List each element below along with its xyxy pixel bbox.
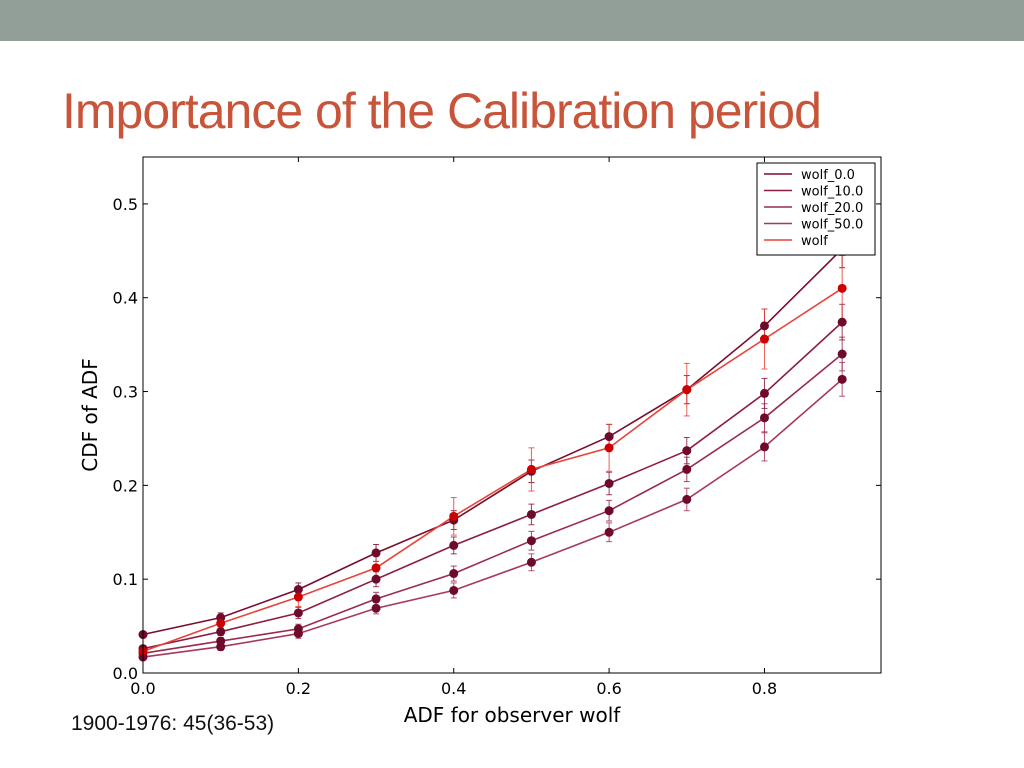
data-point-wolf_50.0 (216, 642, 226, 652)
data-point-wolf_10.0 (293, 608, 303, 618)
data-point-wolf_50.0 (371, 603, 381, 613)
x-tick-label: 0.0 (130, 679, 155, 698)
series-line-wolf_10.0 (142, 321, 843, 650)
legend-label-wolf_50.0: wolf_50.0 (801, 218, 863, 233)
x-axis-label: ADF for observer wolf (404, 703, 622, 727)
x-tick-label: 0.6 (596, 679, 621, 698)
data-point-wolf_20.0 (759, 413, 769, 423)
legend-label-wolf_0.0: wolf_0.0 (801, 168, 855, 183)
data-point-wolf_50.0 (604, 527, 614, 537)
data-point-wolf (604, 443, 614, 453)
series-markers (138, 244, 847, 662)
data-point-wolf_50.0 (293, 629, 303, 639)
data-point-wolf_10.0 (837, 317, 847, 327)
data-point-wolf (837, 283, 847, 293)
y-tick-label: 0.3 (113, 383, 138, 402)
data-point-wolf_0.0 (293, 585, 303, 595)
data-point-wolf_20.0 (449, 569, 459, 579)
series-lines (142, 248, 843, 658)
legend-label-wolf_10.0: wolf_10.0 (801, 185, 863, 200)
data-point-wolf_10.0 (682, 446, 692, 456)
data-point-wolf_20.0 (371, 594, 381, 604)
data-point-wolf_50.0 (837, 374, 847, 384)
data-point-wolf (682, 385, 692, 395)
data-point-wolf_10.0 (759, 388, 769, 398)
data-point-wolf_50.0 (526, 557, 536, 567)
series-line-wolf (142, 287, 843, 653)
data-point-wolf_10.0 (526, 509, 536, 519)
slide-title: Importance of the Calibration period (62, 83, 822, 139)
legend-label-wolf: wolf (801, 234, 828, 249)
data-point-wolf_10.0 (449, 540, 459, 550)
data-point-wolf_20.0 (837, 349, 847, 359)
data-point-wolf (293, 592, 303, 602)
data-point-wolf_50.0 (449, 585, 459, 595)
period-caption: 1900-1976: 45(36-53) (71, 712, 275, 735)
series-line-wolf_50.0 (142, 378, 843, 658)
y-axis-label: CDF of ADF (78, 358, 102, 471)
y-tick-label: 0.0 (113, 664, 138, 683)
data-point-wolf_10.0 (371, 574, 381, 584)
x-tick-label: 0.4 (441, 679, 466, 698)
y-tick-label: 0.5 (113, 195, 138, 214)
data-point-wolf_0.0 (604, 432, 614, 442)
data-point-wolf_20.0 (526, 536, 536, 546)
series-line-wolf_20.0 (142, 353, 843, 655)
data-point-wolf_10.0 (216, 627, 226, 637)
data-point-wolf_20.0 (682, 464, 692, 474)
data-point-wolf_50.0 (759, 442, 769, 452)
error-bars (140, 229, 846, 661)
legend-label-wolf_20.0: wolf_20.0 (801, 201, 863, 216)
y-tick-label: 0.2 (113, 476, 138, 495)
data-point-wolf_50.0 (682, 494, 692, 504)
data-point-wolf_0.0 (759, 321, 769, 331)
data-point-wolf (216, 618, 226, 628)
y-tick-label: 0.1 (113, 570, 138, 589)
data-point-wolf_10.0 (604, 478, 614, 488)
data-point-wolf_20.0 (604, 506, 614, 516)
data-point-wolf (759, 334, 769, 344)
top-band (0, 0, 1024, 41)
plot-frame (142, 156, 882, 674)
axis-ticks: 0.0 0.2 0.4 0.6 0.8 0.0 0.1 0.2 0.3 0.4 0.5 (113, 157, 881, 698)
data-point-wolf (371, 563, 381, 573)
y-tick-label: 0.4 (113, 289, 138, 308)
data-point-wolf (449, 511, 459, 521)
data-point-wolf_0.0 (371, 548, 381, 558)
series-line-wolf_0.0 (142, 248, 843, 636)
data-point-wolf (526, 464, 536, 474)
x-tick-label: 0.2 (286, 679, 311, 698)
x-tick-label: 0.8 (752, 679, 777, 698)
